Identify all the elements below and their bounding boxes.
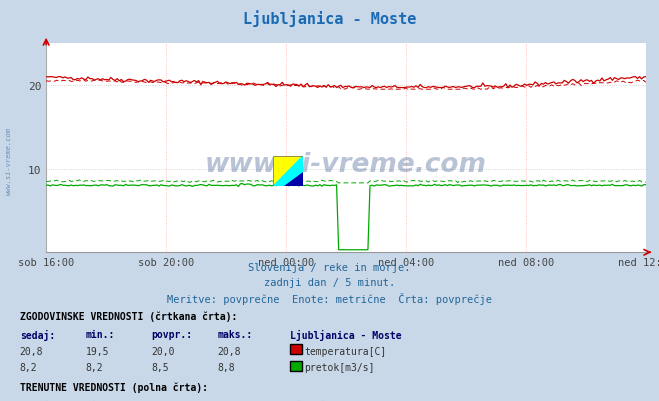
Text: Slovenija / reke in morje.: Slovenija / reke in morje. [248,263,411,273]
Text: 19,5: 19,5 [86,346,109,356]
Text: 20,0: 20,0 [152,346,175,356]
Text: 8,2: 8,2 [20,363,38,373]
Text: Meritve: povprečne  Enote: metrične  Črta: povprečje: Meritve: povprečne Enote: metrične Črta:… [167,292,492,304]
Text: Ljubljanica - Moste: Ljubljanica - Moste [290,329,401,340]
Text: min.:: min.: [86,329,115,339]
Text: Ljubljanica - Moste: Ljubljanica - Moste [290,400,401,401]
Polygon shape [284,173,303,186]
Polygon shape [273,156,303,186]
Text: povpr.:: povpr.: [152,400,192,401]
Text: TRENUTNE VREDNOSTI (polna črta):: TRENUTNE VREDNOSTI (polna črta): [20,382,208,392]
Text: temperatura[C]: temperatura[C] [304,346,387,356]
Text: zadnji dan / 5 minut.: zadnji dan / 5 minut. [264,277,395,288]
Text: sedaj:: sedaj: [20,400,55,401]
Text: sedaj:: sedaj: [20,329,55,340]
Text: ZGODOVINSKE VREDNOSTI (črtkana črta):: ZGODOVINSKE VREDNOSTI (črtkana črta): [20,311,237,321]
Text: www.si-vreme.com: www.si-vreme.com [5,126,12,194]
Text: 20,8: 20,8 [217,346,241,356]
Text: 8,8: 8,8 [217,363,235,373]
Text: 8,2: 8,2 [86,363,103,373]
Polygon shape [273,156,303,186]
Text: maks.:: maks.: [217,329,252,339]
Text: maks.:: maks.: [217,400,252,401]
Text: pretok[m3/s]: pretok[m3/s] [304,363,375,373]
Text: 8,5: 8,5 [152,363,169,373]
Text: Ljubljanica - Moste: Ljubljanica - Moste [243,10,416,27]
Text: povpr.:: povpr.: [152,329,192,339]
Text: min.:: min.: [86,400,115,401]
Text: 20,8: 20,8 [20,346,43,356]
Text: www.si-vreme.com: www.si-vreme.com [205,152,487,178]
